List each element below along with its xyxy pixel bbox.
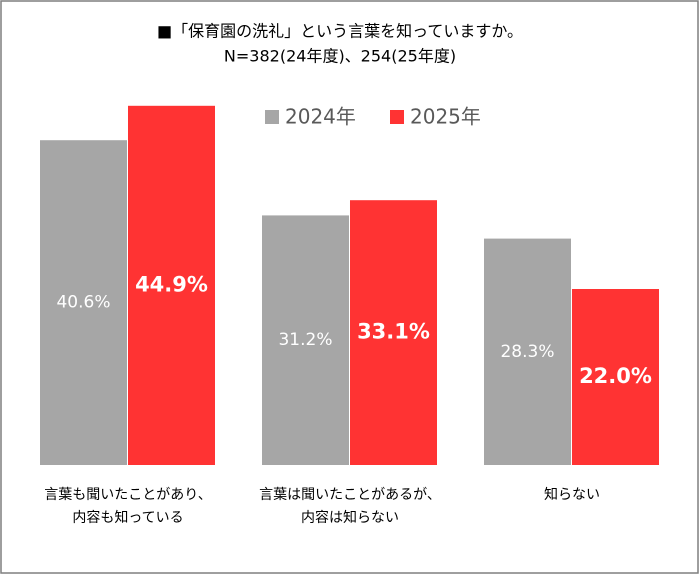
x-tick-label: 内容は知らない [301, 509, 399, 526]
value-label: 28.3% [500, 342, 554, 362]
x-tick-label: 言葉は聞いたことがあるが、 [259, 487, 441, 503]
legend-label: 2024年 [285, 105, 356, 129]
value-label: 44.9% [135, 272, 208, 296]
x-tick-label: 知らない [544, 486, 600, 503]
legend-swatch [265, 110, 279, 124]
value-label: 31.2% [278, 330, 332, 350]
bar [128, 105, 215, 466]
bar [484, 238, 571, 465]
x-tick-label: 内容も知っている [72, 509, 183, 526]
bar [350, 200, 437, 465]
value-label: 40.6% [56, 293, 110, 313]
legend-label: 2025年 [410, 105, 481, 129]
chart-subtitle: N=382(24年度)、254(25年度) [224, 47, 456, 66]
bar [262, 215, 349, 465]
bar [572, 289, 659, 465]
x-tick-label: 言葉も聞いたことがあり、 [44, 487, 211, 503]
legend-swatch [390, 110, 404, 124]
value-label: 33.1% [357, 320, 430, 344]
value-label: 22.0% [579, 364, 652, 388]
bar [40, 140, 127, 465]
chart-title: ■「保育園の洗礼」という言葉を知っていますか。 [157, 22, 523, 41]
